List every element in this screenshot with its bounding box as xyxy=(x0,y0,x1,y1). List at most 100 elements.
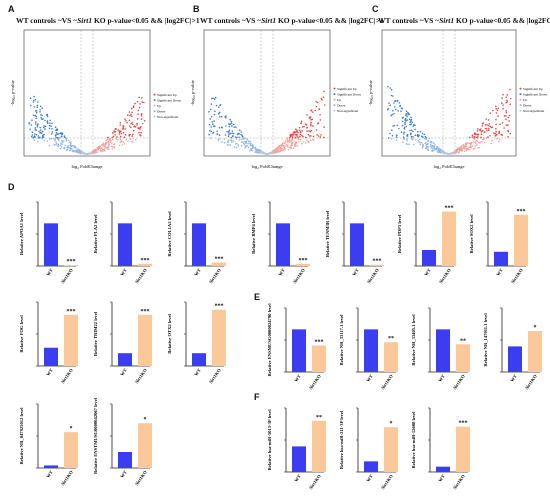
legend-marker xyxy=(519,109,522,112)
panel-letter-a: A xyxy=(8,4,15,14)
y-axis-label: Relative hsa-miR-5013-3P level xyxy=(267,409,272,471)
bar-wt xyxy=(350,223,364,266)
x-tick-label: Sirt1KO xyxy=(208,367,222,384)
legend-label: Non-significant xyxy=(523,109,544,113)
significance-label: *** xyxy=(141,258,150,264)
x-axis-label: log₂ FoldChange xyxy=(251,164,282,169)
bar-sirt1ko xyxy=(456,344,470,372)
bar-chart-mir5013: Relative hsa-miR-5013-3P level WT Sirt1KO *… xyxy=(267,407,326,490)
bar-chart-sox2: Relative SOX2 level WT Sirt1KO *** xyxy=(469,201,528,284)
bar-wt xyxy=(422,250,436,266)
bar-chart-pdp3: Relative PDP3 level WT Sirt1KO *** xyxy=(397,201,456,284)
bar-wt xyxy=(494,251,508,266)
bar-sirt1ko xyxy=(138,314,152,366)
bar-wt xyxy=(436,466,450,472)
bar-wt xyxy=(44,347,58,366)
x-tick-label: WT xyxy=(365,374,373,383)
bar-sirt1ko xyxy=(212,309,226,366)
legend-marker xyxy=(519,98,522,101)
bar-sirt1ko xyxy=(312,420,326,472)
bar-sirt1ko xyxy=(138,263,152,266)
legend-marker xyxy=(153,99,156,102)
significance-label: *** xyxy=(459,421,468,427)
significance-label: *** xyxy=(445,206,454,212)
bar-chart-mir211: Relative hsa-miR-211-3P level WT Sirt1KO * xyxy=(339,407,398,490)
bar-sirt1ko xyxy=(384,342,398,372)
bar-sirt1ko xyxy=(312,345,326,372)
y-axis-label: Relative FOG level xyxy=(19,315,24,353)
y-axis-label: Relative hsa-miR-211-3P level xyxy=(339,410,344,469)
y-axis-label: Relative ENSTMUSG0000042067 level xyxy=(93,397,98,474)
bar-sirt1ko xyxy=(64,432,78,468)
legend-marker xyxy=(153,110,156,113)
bar-chart-enstmusg42067: Relative ENSTMUSG0000042067 level WT Sirt1… xyxy=(93,397,152,486)
legend-label: Significant Down xyxy=(157,99,181,103)
x-tick-label: Sirt1KO xyxy=(452,373,466,390)
bar-wt xyxy=(118,452,132,468)
y-axis-label: Relative PLA2 level xyxy=(93,214,98,254)
panel-letter-c: C xyxy=(372,4,379,14)
bar-chart-otx2: Relative OTX2 level WT Sirt1KO *** xyxy=(167,301,226,384)
bar-chart-col1a2: Relative COL1A2 level WT Sirt1KO *** xyxy=(167,201,226,284)
bar-sirt1ko xyxy=(138,423,152,468)
panel-letter-d: D xyxy=(8,182,15,192)
significance-label: *** xyxy=(141,309,150,315)
significance-label: *** xyxy=(215,304,224,310)
y-axis-label: Relative SOX2 level xyxy=(469,214,474,254)
bar-sirt1ko xyxy=(456,426,470,472)
y-axis-label: Relative NR_047925012 level xyxy=(19,407,24,465)
x-axis-label: log₂ FoldChange xyxy=(433,164,464,169)
x-tick-label: Sirt1KO xyxy=(308,373,322,390)
legend-label: Down xyxy=(523,104,532,108)
scatter-points xyxy=(28,95,146,155)
legend-label: Significant Up xyxy=(337,87,357,91)
y-axis-label: Relative hsa-miR-12608 level xyxy=(411,411,416,469)
y-axis-label: Relative OTX2 level xyxy=(167,314,172,354)
significance-label: *** xyxy=(299,258,308,264)
x-tick-label: Sirt1KO xyxy=(134,267,148,284)
legend-label: Significant Up xyxy=(157,93,177,97)
y-axis-label: Relative BMP4 level xyxy=(251,213,256,254)
bar-chart-pla2: Relative PLA2 level WT Sirt1KO *** xyxy=(93,201,152,284)
significance-label: *** xyxy=(373,259,382,265)
legend-marker xyxy=(333,93,336,96)
bar-sirt1ko xyxy=(370,264,384,266)
panel-letter-e: E xyxy=(254,292,261,302)
bar-wt xyxy=(292,446,306,472)
bar-chart-nr047925012: Relative NR_047925012 level WT Sirt1KO * xyxy=(19,403,78,486)
bar-wt xyxy=(118,223,132,266)
bar-wt xyxy=(192,353,206,366)
legend-marker xyxy=(519,87,522,90)
x-tick-label: WT xyxy=(45,470,53,479)
panel-letter-b: B xyxy=(193,4,200,14)
legend-marker xyxy=(519,104,522,107)
x-tick-label: WT xyxy=(193,368,201,377)
bar-sirt1ko xyxy=(64,265,78,266)
y-axis-label: -log₁₀ p-value xyxy=(10,80,15,106)
bar-chart-trim22: Relative TRIM22 level WT Sirt1KO *** xyxy=(93,301,152,384)
bar-wt xyxy=(508,346,522,372)
y-axis-label: -log₁₀ p-value xyxy=(190,80,195,106)
legend-label: Significant Down xyxy=(523,93,547,97)
scatter-points xyxy=(386,85,512,155)
x-tick-label: Sirt1KO xyxy=(366,267,380,284)
y-axis-label: Relative TENM3R level xyxy=(325,210,330,257)
x-tick-label: Sirt1KO xyxy=(380,373,394,390)
significance-label: * xyxy=(144,417,147,423)
x-tick-label: Sirt1KO xyxy=(510,267,524,284)
legend-marker xyxy=(153,115,156,118)
bar-chart-ensmusg24790: Relative ENSMUSG0000024790 level WT Sirt1K… xyxy=(267,303,326,390)
bar-sirt1ko xyxy=(296,263,310,266)
bar-wt xyxy=(44,465,58,468)
x-tick-label: WT xyxy=(293,474,301,483)
x-tick-label: WT xyxy=(437,474,445,483)
plot-frame xyxy=(203,29,331,157)
volcano-title-b: WT controls ~VS ~Sirt1 KO p-value<0.05 &… xyxy=(200,16,384,25)
x-tick-label: Sirt1KO xyxy=(438,267,452,284)
legend-label: Significant Up xyxy=(523,87,543,91)
bar-sirt1ko xyxy=(384,427,398,472)
x-tick-label: Sirt1KO xyxy=(452,473,466,490)
significance-label: ** xyxy=(388,336,394,342)
bar-chart-nr33405: Relative NR_33405.1 level WT Sirt1KO ** xyxy=(411,307,470,390)
legend-marker xyxy=(519,93,522,96)
